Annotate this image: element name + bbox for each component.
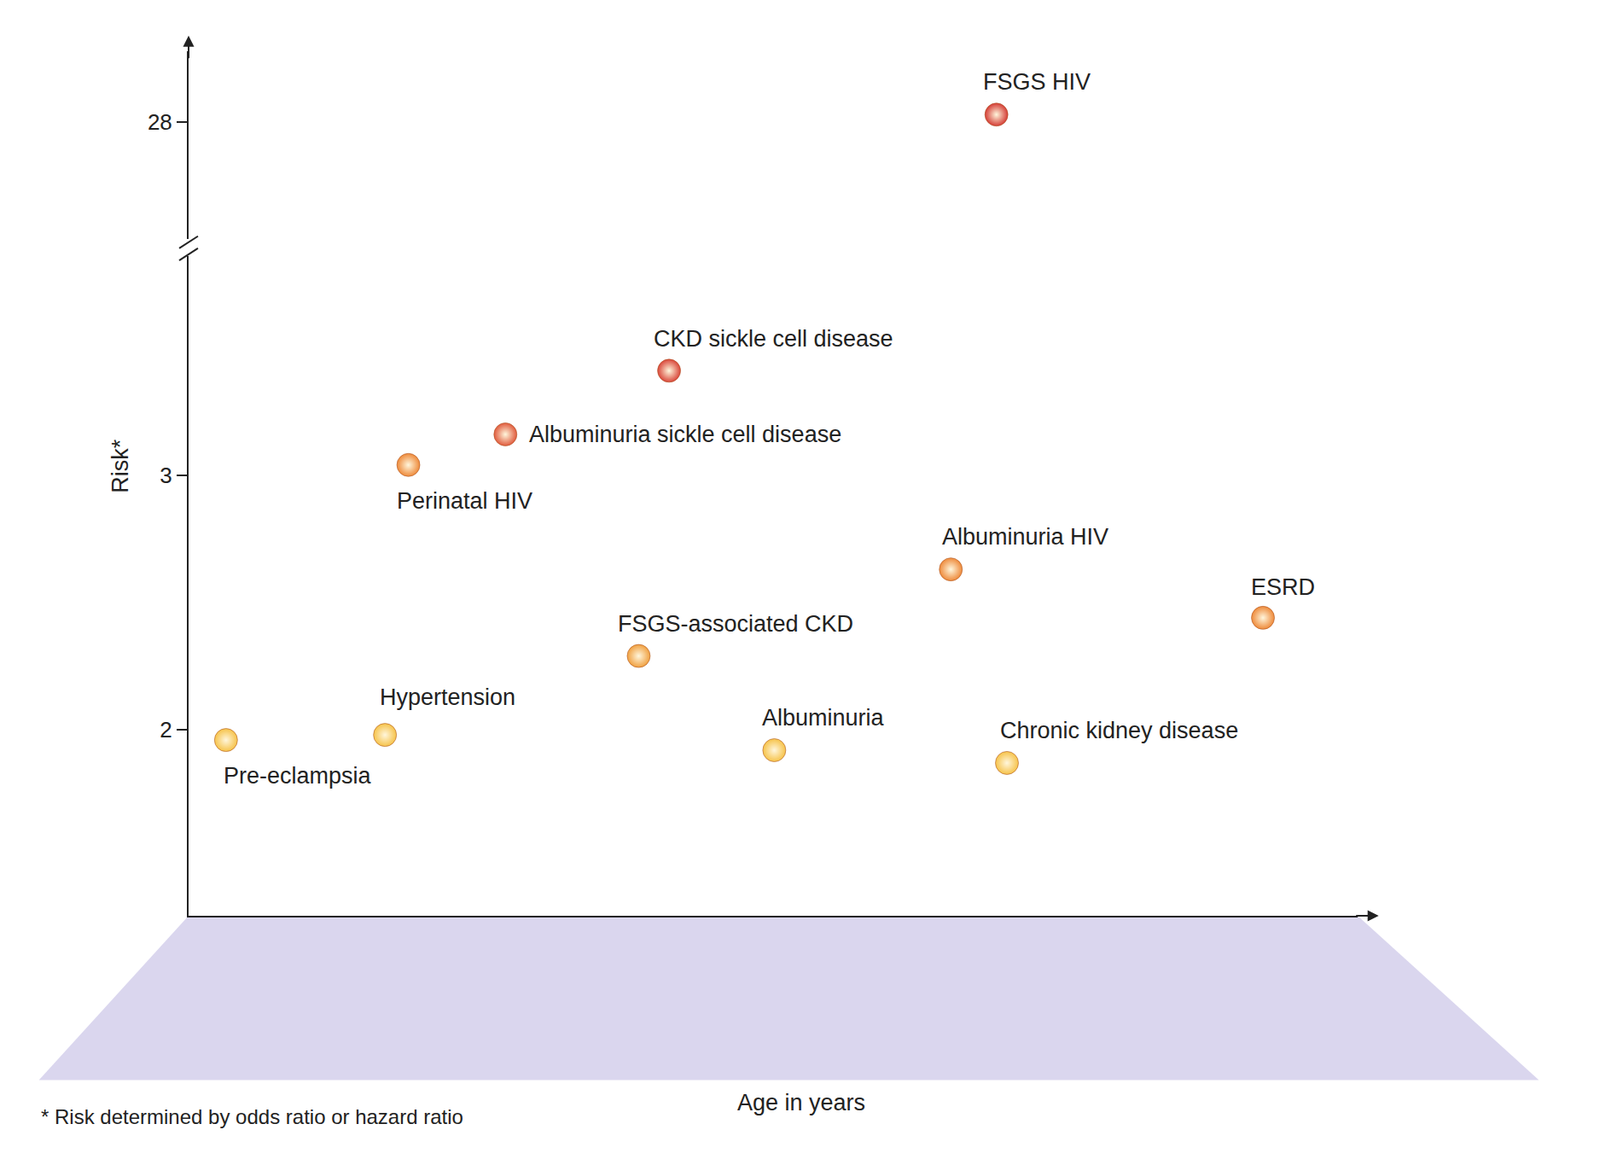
svg-text:ESRD: ESRD — [1250, 574, 1315, 600]
svg-text:FSGS HIV: FSGS HIV — [983, 69, 1091, 95]
svg-text:2: 2 — [159, 716, 172, 743]
svg-text:Risk*: Risk* — [107, 438, 134, 493]
svg-text:FSGS-associated CKD: FSGS-associated CKD — [617, 610, 854, 637]
svg-text:28: 28 — [147, 109, 173, 135]
svg-text:Pre-eclampsia: Pre-eclampsia — [223, 762, 373, 789]
svg-text:Perinatal HIV: Perinatal HIV — [396, 488, 533, 514]
svg-text:* Risk determined by odds rati: * Risk determined by odds ratio or hazar… — [40, 1105, 464, 1129]
svg-text:Chronic kidney disease: Chronic kidney disease — [1000, 717, 1239, 744]
svg-text:Hypertension: Hypertension — [379, 684, 516, 710]
svg-text:CKD sickle cell disease: CKD sickle cell disease — [653, 325, 894, 352]
svg-text:Albuminuria HIV: Albuminuria HIV — [942, 523, 1109, 550]
svg-text:Age in years: Age in years — [737, 1089, 866, 1116]
svg-text:Albuminuria sickle cell diseas: Albuminuria sickle cell disease — [529, 421, 842, 448]
svg-text:3: 3 — [159, 462, 172, 489]
svg-text:Albuminuria: Albuminuria — [762, 704, 885, 731]
